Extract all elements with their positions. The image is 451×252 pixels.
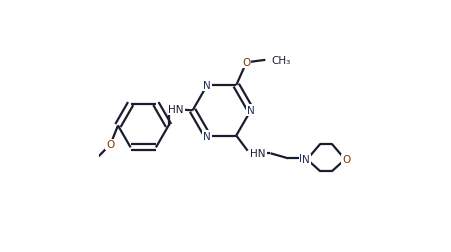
Text: HN: HN	[250, 149, 266, 159]
Text: O: O	[106, 140, 115, 150]
Text: N: N	[299, 154, 307, 164]
Text: O: O	[242, 58, 250, 68]
Text: N: N	[247, 106, 255, 116]
Text: CH₃: CH₃	[272, 56, 291, 66]
Text: N: N	[302, 155, 310, 165]
Text: N: N	[203, 81, 211, 91]
Text: HN: HN	[168, 105, 184, 115]
Text: N: N	[203, 131, 211, 141]
Text: O: O	[342, 155, 350, 165]
